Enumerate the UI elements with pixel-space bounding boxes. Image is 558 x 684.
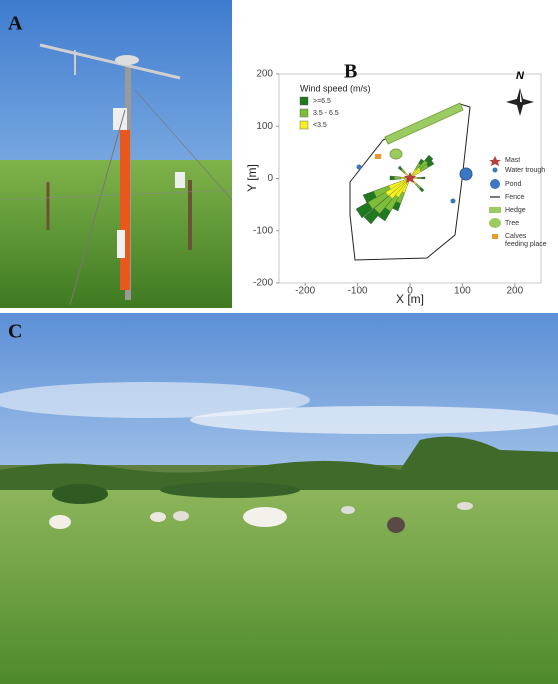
x-tick-label: 100 bbox=[454, 286, 471, 297]
mast bbox=[404, 172, 416, 183]
legend-swatch bbox=[299, 120, 309, 130]
photo-a bbox=[0, 0, 233, 308]
map-legend-symbol bbox=[490, 179, 500, 189]
x-tick-label: -200 bbox=[295, 286, 315, 297]
map-legend-label: Tree bbox=[505, 220, 519, 227]
panel-label: C bbox=[8, 321, 22, 343]
fence bbox=[349, 103, 471, 261]
panel-label: A bbox=[8, 13, 23, 35]
map-legend-symbol bbox=[489, 156, 501, 166]
legend-swatch bbox=[299, 96, 309, 106]
x-tick-label: 0 bbox=[407, 286, 413, 297]
compass-label: N bbox=[516, 70, 525, 82]
pond bbox=[459, 167, 473, 181]
map-legend-symbol bbox=[489, 218, 501, 228]
water-trough bbox=[450, 198, 456, 204]
map-legend-label: Calves feeding place bbox=[505, 233, 547, 248]
map-legend-symbol bbox=[492, 234, 498, 239]
y-tick-label: 0 bbox=[267, 173, 273, 184]
map-legend-label: Hedge bbox=[505, 207, 526, 214]
map-legend-label: Water trough bbox=[505, 167, 545, 174]
map-legend-symbol bbox=[492, 167, 498, 173]
y-tick-label: -200 bbox=[253, 278, 273, 289]
legend-label: 3.5 - 6.5 bbox=[313, 110, 339, 117]
legend-swatch bbox=[299, 108, 309, 118]
map-legend-symbol bbox=[489, 207, 501, 213]
x-tick-label: -100 bbox=[348, 286, 368, 297]
y-tick-label: 100 bbox=[256, 121, 273, 132]
x-tick-label: 200 bbox=[506, 286, 523, 297]
panel-label: B bbox=[344, 61, 357, 83]
water-trough bbox=[356, 164, 362, 170]
legend-label: <3.5 bbox=[313, 122, 327, 129]
map-legend-label: Mast bbox=[505, 157, 520, 164]
legend-title: Wind speed (m/s) bbox=[300, 83, 371, 93]
tree bbox=[389, 148, 403, 160]
y-tick-label: 200 bbox=[256, 69, 273, 80]
y-axis-label: Y [m] bbox=[245, 164, 259, 192]
photo-c bbox=[0, 313, 558, 684]
hedge bbox=[384, 102, 464, 145]
compass bbox=[506, 88, 534, 116]
legend-label: >=6.5 bbox=[313, 98, 331, 105]
x-axis-label: X [m] bbox=[396, 292, 424, 306]
map-legend-label: Pond bbox=[505, 181, 521, 188]
calves-feeding-place bbox=[375, 154, 381, 159]
map-legend-label: Fence bbox=[505, 194, 525, 201]
y-tick-label: -100 bbox=[253, 225, 273, 236]
map-chart: N Wind speed (m/s) B X [m] Y [m] -200 -10… bbox=[245, 61, 547, 307]
